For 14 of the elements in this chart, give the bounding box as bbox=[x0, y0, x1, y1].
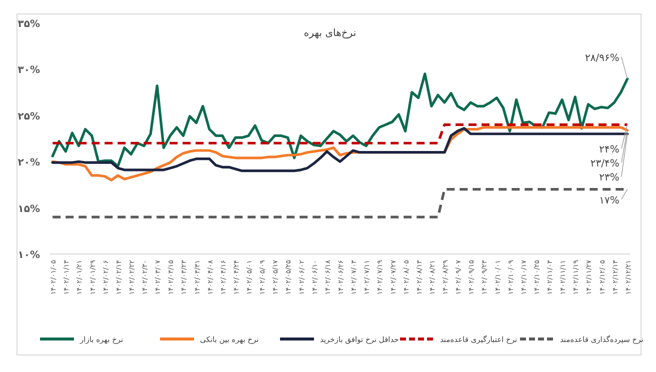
y-tick-label: ۱۰% bbox=[18, 250, 40, 261]
annotation: ۲۳/۴% bbox=[590, 158, 620, 170]
chart-title: نرخ‌های بهره bbox=[304, 28, 356, 39]
annotation: ۱۷% bbox=[599, 195, 620, 206]
annotation: ۲۳% bbox=[599, 172, 620, 184]
y-tick-label: ۱۵% bbox=[18, 204, 40, 215]
line-series bbox=[51, 127, 629, 172]
y-tick-label: ۲۰% bbox=[18, 158, 40, 169]
line-series bbox=[51, 72, 629, 168]
y-tick-label: ۳۵% bbox=[18, 19, 40, 30]
y-tick-label: ۲۵% bbox=[18, 111, 40, 122]
annotation: ۲۸/۹۶% bbox=[585, 52, 620, 64]
y-tick-label: ۳۰% bbox=[18, 65, 40, 76]
annotation: ۲۴% bbox=[599, 144, 620, 156]
